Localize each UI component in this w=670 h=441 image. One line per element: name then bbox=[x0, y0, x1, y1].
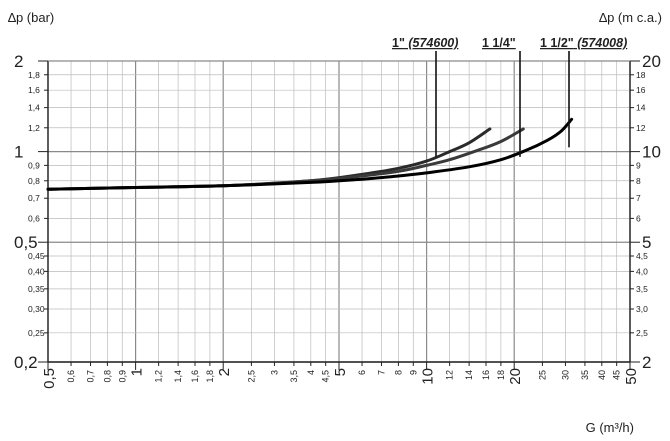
grid bbox=[47, 60, 631, 363]
x-tick-label: 1,2 bbox=[154, 370, 164, 383]
y-right-tick-label: 2,5 bbox=[636, 328, 648, 338]
y-left-axis-title: ∆p (bar) bbox=[8, 10, 54, 25]
series-line-1 bbox=[46, 127, 492, 191]
y-right-tick-label: 20 bbox=[642, 52, 661, 71]
x-tick-label: 12 bbox=[445, 370, 455, 380]
y-left-tick-label: 0,40 bbox=[28, 266, 45, 276]
x-tick-label: 0,5 bbox=[41, 368, 58, 389]
series-label-1: 1" (574600) bbox=[392, 36, 458, 50]
y-left-tick-label: 1,4 bbox=[28, 103, 40, 113]
x-tick-label: 0,8 bbox=[102, 370, 112, 383]
y-right-tick-label: 14 bbox=[636, 103, 646, 113]
y-right-tick-label: 12 bbox=[636, 123, 646, 133]
series-label-3: 1 1/2" (574008) bbox=[540, 36, 627, 50]
y-right-tick-label: 2 bbox=[642, 353, 651, 372]
x-tick-label: 4 bbox=[306, 370, 316, 375]
y-right-tick-label: 16 bbox=[636, 85, 646, 95]
x-tick-label: 14 bbox=[464, 370, 474, 380]
x-tick-label: 3 bbox=[269, 370, 279, 375]
y-left-tick-label: 0,2 bbox=[14, 353, 38, 372]
y-right-tick-label: 8 bbox=[636, 176, 641, 186]
y-right-tick-label: 5 bbox=[642, 233, 651, 252]
y-right-tick-label: 9 bbox=[636, 160, 641, 170]
y-left-tick-label: 0,9 bbox=[28, 160, 40, 170]
x-tick-label: 1 bbox=[129, 368, 146, 376]
x-tick-label: 1,4 bbox=[173, 370, 183, 383]
x-tick-label: 4,5 bbox=[321, 370, 331, 383]
y-left-tick-label: 0,6 bbox=[28, 213, 40, 223]
y-right-tick-label: 10 bbox=[642, 143, 661, 162]
x-tick-label: 20 bbox=[507, 368, 524, 385]
x-tick-label: 7 bbox=[377, 370, 387, 375]
x-tick-label: 0,7 bbox=[86, 370, 96, 383]
x-tick-label: 45 bbox=[612, 370, 622, 380]
series-labels: 1" (574600) 1 1/4" 1 1/2" (574008) bbox=[392, 36, 627, 157]
y-left-tick-label: 0,35 bbox=[28, 284, 45, 294]
y-left-tick-label: 2 bbox=[14, 52, 23, 71]
series-label-main: 1" bbox=[392, 36, 405, 50]
y-left-tick-label: 0,7 bbox=[28, 193, 40, 203]
x-tick-label: 1,8 bbox=[205, 370, 215, 383]
x-tick-label: 25 bbox=[537, 370, 547, 380]
y-left-tick-label: 0,25 bbox=[28, 328, 45, 338]
x-tick-label: 8 bbox=[393, 370, 403, 375]
y-left-tick-label: 0,8 bbox=[28, 176, 40, 186]
series-label-main: 1 1/2" bbox=[540, 36, 574, 50]
x-axis-ticks: 0,5 0,6 0,7 0,8 0,9 1 1,2 1,4 1,6 1,8 2 2,5 3 3,5 4 4,5… bbox=[41, 362, 640, 389]
x-tick-label: 0,9 bbox=[117, 370, 127, 383]
series-label-code: (574600) bbox=[405, 36, 459, 50]
x-tick-label: 50 bbox=[623, 368, 640, 385]
y-right-axis-title: ∆p (m c.a.) bbox=[599, 10, 662, 25]
x-tick-label: 30 bbox=[560, 370, 570, 380]
y-right-tick-label: 4,0 bbox=[636, 266, 648, 276]
x-tick-label: 16 bbox=[481, 370, 491, 380]
x-tick-label: 18 bbox=[496, 370, 506, 380]
series-lines bbox=[46, 117, 574, 191]
x-tick-label: 6 bbox=[357, 370, 367, 375]
y-left-tick-label: 1 bbox=[14, 143, 23, 162]
y-left-tick-label: 0,30 bbox=[28, 304, 45, 314]
x-tick-label: 5 bbox=[332, 368, 349, 376]
y-right-tick-label: 3,0 bbox=[636, 304, 648, 314]
y-left-tick-label: 0,45 bbox=[28, 251, 45, 261]
y-left-ticks: 0,20,250,300,350,400,450,50,60,70,80,911… bbox=[14, 52, 48, 372]
series-label-code: (574008) bbox=[574, 36, 628, 50]
x-tick-label: 2 bbox=[216, 368, 233, 376]
y-left-tick-label: 1,6 bbox=[28, 85, 40, 95]
y-right-tick-label: 18 bbox=[636, 70, 646, 80]
y-left-tick-label: 0,5 bbox=[14, 233, 38, 252]
y-left-tick-label: 1,8 bbox=[28, 70, 40, 80]
x-tick-label: 10 bbox=[420, 368, 437, 385]
x-tick-label: 35 bbox=[580, 370, 590, 380]
x-tick-label: 2,5 bbox=[246, 370, 256, 383]
series-line-2 bbox=[46, 127, 525, 191]
series-label-main: 1 1/4" bbox=[482, 36, 516, 50]
x-tick-label: 0,6 bbox=[66, 370, 76, 383]
x-tick-label: 9 bbox=[408, 370, 418, 375]
x-tick-label: 3,5 bbox=[289, 370, 299, 383]
x-tick-label: 40 bbox=[597, 370, 607, 380]
y-right-tick-label: 7 bbox=[636, 193, 641, 203]
x-axis-title: G (m³/h) bbox=[586, 420, 634, 435]
y-right-tick-label: 4,5 bbox=[636, 251, 648, 261]
y-left-tick-label: 1,2 bbox=[28, 123, 40, 133]
x-tick-label: 1,6 bbox=[190, 370, 200, 383]
series-label-2: 1 1/4" bbox=[482, 36, 516, 50]
series-line-3 bbox=[46, 117, 574, 191]
y-right-tick-label: 6 bbox=[636, 213, 641, 223]
y-right-tick-label: 3,5 bbox=[636, 284, 648, 294]
